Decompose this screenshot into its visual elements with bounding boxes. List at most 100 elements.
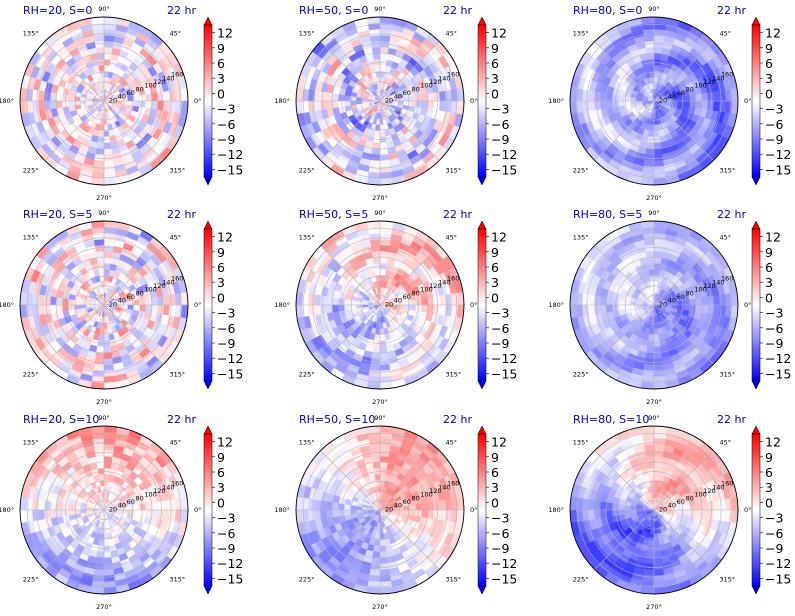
heatmap-cell bbox=[380, 251, 388, 258]
angle-tick-label: 225° bbox=[299, 371, 315, 379]
heatmap-cell bbox=[701, 305, 708, 313]
colorbar-tick-label: −6 bbox=[217, 526, 235, 541]
heatmap-cell bbox=[370, 569, 380, 576]
heatmap-cell bbox=[308, 90, 315, 101]
heatmap-cell bbox=[97, 137, 104, 143]
panel-time-label: 22 hr bbox=[443, 413, 472, 426]
heatmap-cell bbox=[104, 364, 114, 371]
heatmap-cell bbox=[372, 352, 380, 359]
heatmap-cell bbox=[93, 233, 104, 240]
angle-tick-label: 0° bbox=[194, 301, 201, 309]
heatmap-cell bbox=[96, 53, 104, 60]
heatmap-cell bbox=[68, 504, 74, 510]
heatmap-cell bbox=[410, 101, 416, 107]
colorbar-extend-top bbox=[478, 17, 486, 25]
colorbar-tick-label: −3 bbox=[491, 102, 509, 117]
colorbar-tick-label: −3 bbox=[765, 306, 783, 321]
heatmap-cell bbox=[372, 47, 380, 54]
colorbar-bar bbox=[204, 229, 212, 381]
heatmap-cell bbox=[95, 358, 104, 365]
heatmap-cell bbox=[654, 65, 660, 71]
heatmap-cell bbox=[151, 305, 158, 313]
heatmap-cell bbox=[104, 59, 111, 65]
heatmap-cell bbox=[445, 510, 452, 521]
heatmap-cell bbox=[314, 500, 321, 510]
radius-tick-label: 60 bbox=[127, 498, 135, 506]
heatmap-cell bbox=[163, 295, 170, 305]
radius-tick-label: 160 bbox=[171, 275, 183, 283]
heatmap-cell bbox=[314, 305, 321, 315]
angle-tick-label: 135° bbox=[573, 233, 589, 241]
colorbar-tick-label: −15 bbox=[217, 571, 243, 586]
heatmap-cell bbox=[380, 47, 388, 54]
heatmap-cell bbox=[104, 551, 112, 558]
heatmap-cell bbox=[56, 297, 63, 305]
heatmap-cell bbox=[326, 305, 333, 313]
heatmap-cell bbox=[104, 166, 115, 173]
angle-tick-label: 45° bbox=[720, 233, 732, 241]
heatmap-cell bbox=[32, 510, 39, 521]
angle-tick-label: 180° bbox=[274, 301, 290, 309]
heatmap-cell bbox=[421, 101, 428, 109]
heatmap-cell bbox=[104, 257, 112, 264]
heatmap-cell bbox=[326, 297, 333, 305]
heatmap-cell bbox=[654, 35, 664, 42]
heatmap-cell bbox=[93, 29, 104, 36]
colorbar-tick-label: 3 bbox=[765, 71, 773, 86]
heatmap-cell bbox=[654, 358, 663, 365]
heatmap-cell bbox=[104, 29, 115, 36]
heatmap-cell bbox=[344, 504, 350, 510]
angle-tick-label: 315° bbox=[720, 371, 736, 379]
angle-tick-label: 45° bbox=[170, 438, 182, 446]
heatmap-cell bbox=[344, 299, 350, 305]
colorbar-tick-label: 6 bbox=[765, 260, 773, 275]
heatmap-cell bbox=[647, 137, 654, 143]
heatmap-cell bbox=[62, 298, 68, 305]
angle-tick-label: 90° bbox=[98, 414, 110, 422]
heatmap-cell bbox=[654, 166, 665, 173]
heatmap-cell bbox=[380, 160, 390, 167]
heatmap-cell bbox=[104, 557, 112, 564]
angle-tick-label: 0° bbox=[470, 97, 477, 105]
heatmap-cell bbox=[421, 502, 428, 510]
heatmap-cell bbox=[369, 370, 380, 377]
heatmap-cell bbox=[104, 160, 114, 167]
colorbar-extend-bottom bbox=[752, 381, 760, 389]
heatmap-cell bbox=[380, 358, 389, 365]
heatmap-cell bbox=[104, 358, 113, 365]
heatmap-cell bbox=[654, 154, 663, 161]
heatmap-cell bbox=[94, 160, 104, 167]
heatmap-cell bbox=[684, 305, 690, 311]
heatmap-cell bbox=[380, 364, 390, 371]
panel-time-label: 22 hr bbox=[443, 4, 472, 17]
heatmap-cell bbox=[380, 233, 391, 240]
heatmap-cell bbox=[439, 295, 446, 305]
panel-title: RH=20, S=0 bbox=[23, 4, 92, 17]
heatmap-cell bbox=[38, 305, 45, 315]
heatmap-cell bbox=[371, 358, 380, 365]
heatmap-cell bbox=[32, 499, 39, 510]
colorbar-tick-label: 12 bbox=[765, 230, 781, 245]
angle-tick-label: 225° bbox=[573, 371, 589, 379]
angle-tick-label: 315° bbox=[170, 576, 186, 584]
heatmap-cell bbox=[104, 474, 110, 480]
heatmap-cell bbox=[654, 142, 662, 149]
colorbar-tick-label: 6 bbox=[217, 465, 225, 480]
heatmap-cell bbox=[433, 101, 440, 110]
heatmap-cell bbox=[50, 502, 57, 510]
heatmap-cell bbox=[44, 501, 51, 510]
colorbar-tick-label: −3 bbox=[491, 511, 509, 526]
angle-tick-label: 225° bbox=[23, 167, 39, 175]
heatmap-cell bbox=[145, 93, 152, 101]
heatmap-cell bbox=[719, 294, 726, 305]
heatmap-cell bbox=[372, 148, 380, 155]
heatmap-cell bbox=[701, 101, 708, 109]
heatmap-cell bbox=[380, 551, 388, 558]
colorbar-bar bbox=[204, 25, 212, 177]
colorbar-extend-bottom bbox=[478, 381, 486, 389]
heatmap-cell bbox=[68, 95, 74, 101]
